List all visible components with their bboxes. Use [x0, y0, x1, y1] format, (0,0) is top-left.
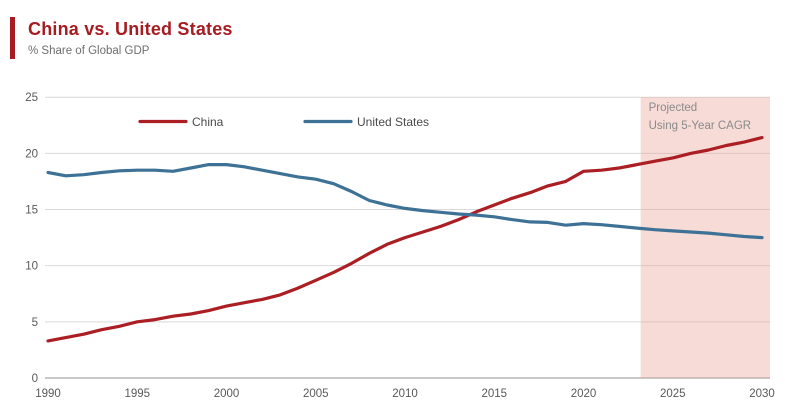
x-tick-label-2015: 2015: [481, 388, 507, 400]
x-tick-label-1990: 1990: [35, 388, 61, 400]
x-tick-label-2000: 2000: [214, 388, 240, 400]
chart-header: China vs. United States % Share of Globa…: [0, 0, 785, 70]
x-tick-label-2005: 2005: [303, 388, 329, 400]
y-tick-label-20: 20: [25, 148, 38, 160]
projection-annotation-line1: Projected: [649, 102, 698, 114]
chart-title: China vs. United States: [28, 19, 233, 39]
x-tick-label-1995: 1995: [124, 388, 150, 400]
x-tick-label-2010: 2010: [392, 388, 418, 400]
x-tick-label-2030: 2030: [749, 388, 775, 400]
projection-annotation-line2: Using 5-Year CAGR: [649, 120, 751, 132]
title-accent-bar: [10, 17, 15, 59]
united-states-line: [46, 163, 764, 240]
x-tick-label-2020: 2020: [571, 388, 597, 400]
china-line: [46, 136, 764, 343]
chart-subtitle: % Share of Global GDP: [28, 45, 150, 57]
y-tick-label-15: 15: [25, 205, 38, 217]
y-tick-label-0: 0: [32, 373, 38, 385]
legend-label-china: China: [192, 115, 224, 129]
y-tick-label-10: 10: [25, 261, 38, 273]
legend-label-united-states: United States: [357, 115, 429, 129]
y-tick-label-5: 5: [32, 317, 38, 329]
x-tick-label-2025: 2025: [660, 388, 686, 400]
y-tick-label-25: 25: [25, 92, 38, 104]
